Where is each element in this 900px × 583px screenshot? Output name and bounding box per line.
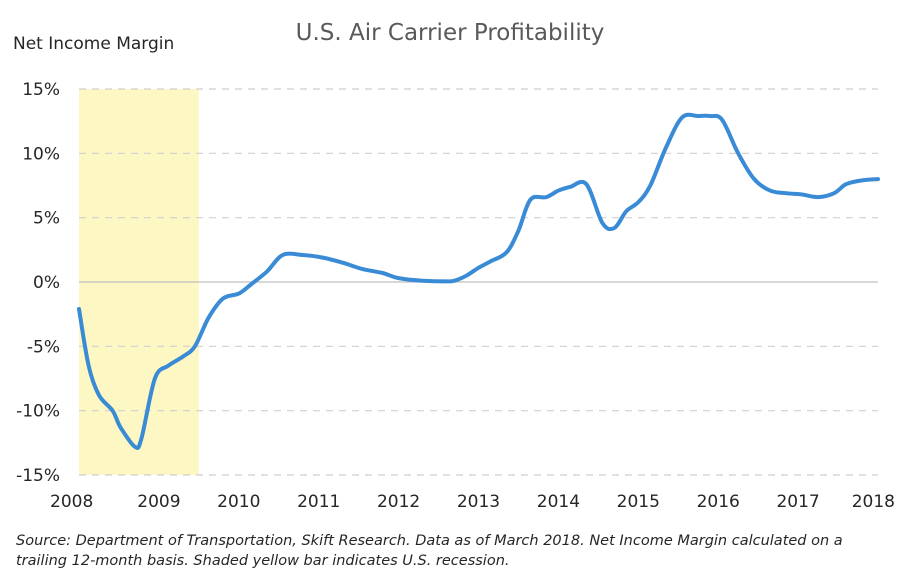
x-tick-label: 2013 xyxy=(457,492,500,512)
x-tick-label: 2017 xyxy=(776,492,819,512)
source-note: Source: Department of Transportation, Sk… xyxy=(16,533,843,569)
x-tick-label: 2008 xyxy=(50,492,93,512)
y-tick-label: -15% xyxy=(16,466,60,486)
x-tick-label: 2012 xyxy=(377,492,420,512)
y-tick-label: 15% xyxy=(22,80,60,100)
x-tick-label: 2014 xyxy=(537,492,580,512)
x-tick-label: 2010 xyxy=(217,492,260,512)
y-tick-label: 0% xyxy=(33,273,60,293)
series-line xyxy=(77,112,880,451)
x-tick-label: 2018 xyxy=(852,492,895,512)
y-tick-label: -5% xyxy=(27,337,60,357)
y-tick-label: 5% xyxy=(33,209,60,229)
y-tick-label: 10% xyxy=(22,144,60,164)
x-tick-label: 2009 xyxy=(137,492,180,512)
x-tick-label: 2011 xyxy=(297,492,340,512)
y-axis-label: Net Income Margin xyxy=(13,34,174,54)
chart-title: U.S. Air Carrier Profitability xyxy=(296,20,605,46)
x-tick-label: 2016 xyxy=(697,492,740,512)
x-tick-label: 2015 xyxy=(617,492,660,512)
y-tick-label: -10% xyxy=(16,402,60,422)
